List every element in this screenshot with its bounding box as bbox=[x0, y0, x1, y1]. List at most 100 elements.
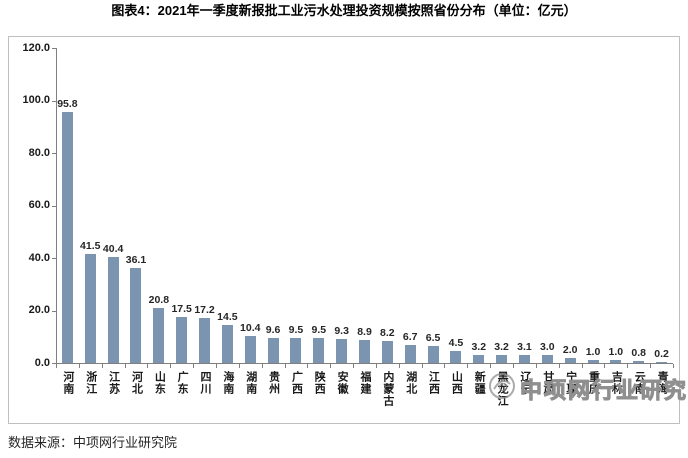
y-axis-tick bbox=[52, 205, 56, 207]
x-axis-label: 河南 bbox=[61, 371, 74, 395]
x-axis-tick bbox=[398, 364, 400, 368]
y-axis-tick-label: 80.0 bbox=[28, 146, 50, 159]
x-axis-tick bbox=[307, 364, 309, 368]
plot-area: 120.0 100.0 80.0 60.0 40.0 20.0 0.0 95.8 河南 41.5 浙… bbox=[9, 37, 679, 423]
x-axis-label: 山西 bbox=[450, 371, 463, 395]
x-axis-label: 江苏 bbox=[107, 371, 120, 395]
x-axis-label: 江西 bbox=[427, 371, 440, 395]
x-axis-label: 海南 bbox=[221, 371, 234, 395]
x-axis-tick bbox=[170, 364, 172, 368]
x-axis-label: 广东 bbox=[176, 371, 189, 395]
bar bbox=[107, 256, 119, 363]
x-axis-label: 浙江 bbox=[84, 371, 97, 395]
bar bbox=[610, 360, 622, 363]
x-axis-label: 宁夏 bbox=[564, 371, 577, 395]
x-axis-tick bbox=[581, 364, 583, 368]
bar bbox=[427, 345, 439, 363]
x-axis-tick bbox=[627, 364, 629, 368]
x-axis-tick bbox=[215, 364, 217, 368]
bar bbox=[518, 354, 530, 363]
x-axis-label: 贵州 bbox=[267, 371, 280, 395]
bar bbox=[313, 338, 325, 363]
y-axis-tick bbox=[52, 310, 56, 312]
x-axis-label: 湖北 bbox=[404, 371, 417, 395]
bar-value-label: 3.0 bbox=[540, 341, 555, 354]
bar bbox=[450, 351, 462, 363]
x-axis-label: 安徽 bbox=[336, 371, 349, 395]
x-axis-tick bbox=[604, 364, 606, 368]
bar bbox=[84, 254, 96, 363]
bar-value-label: 9.5 bbox=[311, 324, 327, 337]
bar bbox=[244, 335, 256, 363]
bar bbox=[336, 338, 348, 363]
x-axis-tick bbox=[238, 364, 240, 368]
bar-value-label: 2.0 bbox=[562, 343, 578, 356]
x-axis-tick bbox=[193, 364, 195, 368]
bar bbox=[221, 324, 233, 363]
x-axis-label: 黑龙江 bbox=[496, 371, 509, 407]
bar bbox=[199, 317, 211, 363]
y-axis-tick bbox=[52, 363, 56, 364]
x-axis-tick bbox=[375, 364, 377, 368]
bar-value-label: 17.2 bbox=[194, 303, 215, 316]
x-axis-tick bbox=[261, 364, 263, 368]
bar bbox=[153, 308, 165, 363]
bar-value-label: 40.4 bbox=[102, 242, 124, 255]
x-axis-line bbox=[56, 363, 673, 364]
y-axis-tick-label: 100.0 bbox=[22, 94, 50, 106]
bar bbox=[633, 360, 645, 363]
x-axis-label: 山东 bbox=[153, 371, 166, 395]
bar-value-label: 10.4 bbox=[240, 321, 261, 334]
bar-value-label: 9.5 bbox=[288, 324, 304, 337]
x-axis-tick bbox=[421, 364, 423, 368]
bar-value-label: 0.8 bbox=[631, 346, 647, 359]
y-axis-tick-label: 40.0 bbox=[28, 251, 50, 264]
bar bbox=[267, 337, 279, 363]
bar-value-label: 95.8 bbox=[57, 97, 78, 110]
bar-value-label: 8.2 bbox=[380, 327, 395, 340]
x-axis-tick bbox=[535, 364, 537, 368]
x-axis-label: 重庆 bbox=[587, 371, 600, 395]
bar bbox=[587, 360, 599, 363]
x-axis-label: 河北 bbox=[130, 371, 143, 395]
bar-value-label: 14.5 bbox=[217, 310, 238, 323]
x-axis-tick bbox=[101, 364, 103, 368]
bar-value-label: 1.0 bbox=[585, 346, 601, 359]
y-axis-tick bbox=[52, 153, 56, 154]
bar bbox=[61, 111, 73, 363]
x-axis-label: 陕西 bbox=[313, 371, 326, 395]
y-axis-tick-label: 0.0 bbox=[34, 356, 50, 369]
x-axis-tick bbox=[284, 364, 286, 368]
x-axis-label: 广西 bbox=[290, 371, 303, 395]
x-axis-tick bbox=[147, 364, 149, 368]
bar-value-label: 36.1 bbox=[125, 254, 147, 267]
bar bbox=[541, 355, 553, 363]
x-axis-tick bbox=[124, 364, 126, 368]
x-axis-label: 内蒙古 bbox=[381, 371, 394, 407]
bar-value-label: 9.3 bbox=[334, 324, 349, 337]
y-axis-tick bbox=[52, 48, 56, 49]
x-axis-label: 新疆 bbox=[473, 371, 486, 395]
chart-title: 图表4：2021年一季度新报批工业污水处理投资规模按照省份分布（单位：亿元） bbox=[111, 3, 577, 18]
x-axis-label: 福建 bbox=[359, 371, 371, 395]
bar bbox=[404, 345, 416, 363]
y-axis-tick-label: 120.0 bbox=[22, 41, 50, 54]
bar-value-label: 6.7 bbox=[402, 331, 418, 344]
chart-frame: 120.0 100.0 80.0 60.0 40.0 20.0 0.0 95.8 河南 41.5 浙… bbox=[8, 36, 680, 424]
source-line: 数据来源：中项网行业研究院 bbox=[8, 435, 178, 450]
x-axis-tick bbox=[558, 364, 560, 368]
bar-value-label: 9.6 bbox=[265, 323, 281, 336]
bar bbox=[656, 362, 668, 363]
y-axis-tick-label: 60.0 bbox=[28, 199, 50, 211]
bar-value-label: 4.5 bbox=[448, 337, 464, 350]
bar-value-label: 1.0 bbox=[608, 346, 624, 359]
y-axis-tick bbox=[52, 100, 56, 102]
x-axis-tick bbox=[650, 364, 652, 368]
bar bbox=[496, 354, 508, 363]
y-axis-line bbox=[56, 48, 57, 363]
x-axis-tick bbox=[444, 364, 446, 368]
x-axis-label: 吉林 bbox=[610, 371, 623, 395]
bar bbox=[381, 341, 393, 363]
x-axis-label: 甘肃 bbox=[541, 371, 554, 395]
y-axis-tick bbox=[52, 258, 56, 259]
